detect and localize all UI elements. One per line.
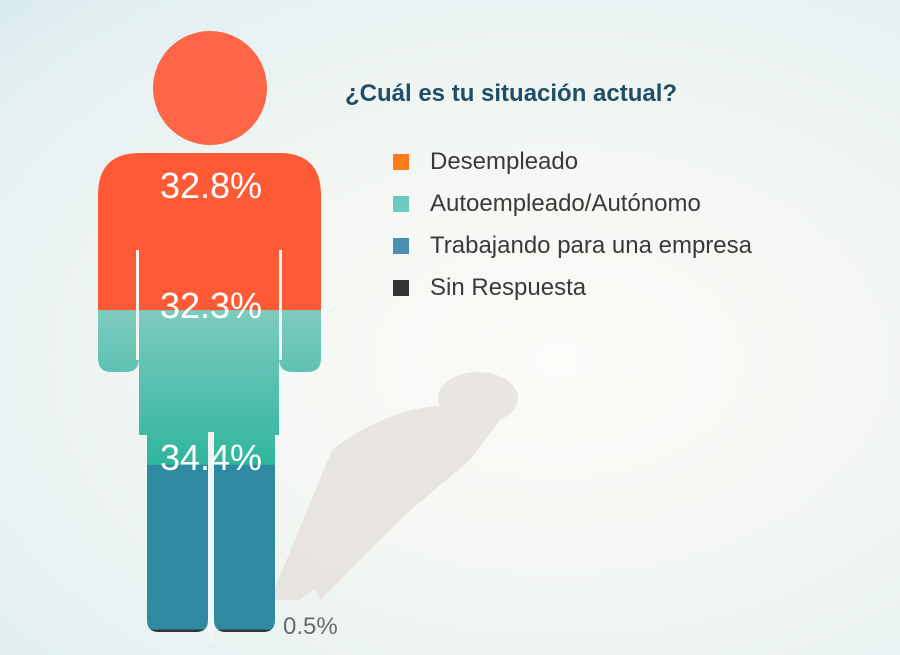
legend-label: Autoempleado/Autónomo bbox=[430, 190, 701, 217]
figure-shadow bbox=[270, 372, 518, 600]
legend-swatch bbox=[393, 196, 409, 212]
segment-label-2: 32.3% bbox=[160, 285, 262, 326]
segment-1 bbox=[98, 153, 321, 311]
figure-head bbox=[153, 31, 267, 145]
legend-swatch bbox=[393, 280, 409, 296]
legend-label: Desempleado bbox=[430, 148, 579, 175]
legend-label: Trabajando para una empresa bbox=[430, 232, 752, 259]
segment-label-1: 32.8% bbox=[160, 165, 262, 206]
figure-gaps bbox=[136, 250, 282, 642]
legend-swatch bbox=[393, 154, 409, 170]
chart-title: ¿Cuál es tu situación actual? bbox=[345, 80, 678, 107]
legend-label: Sin Respuesta bbox=[430, 274, 587, 301]
legend-swatch bbox=[393, 238, 409, 254]
segment-label-4: 0.5% bbox=[283, 613, 338, 640]
segment-label-3: 34.4% bbox=[160, 437, 262, 478]
